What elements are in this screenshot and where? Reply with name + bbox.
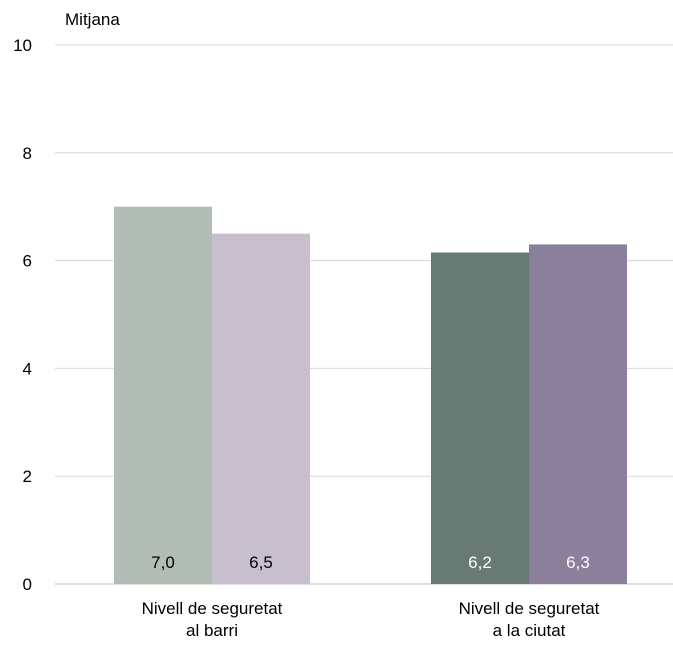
y-tick-label: 4 [23, 359, 32, 378]
bar [529, 244, 627, 584]
bar-value-label: 6,3 [566, 553, 590, 572]
bar-value-label: 6,2 [468, 553, 492, 572]
x-category-label: Nivell de seguretat a la ciutat [459, 599, 600, 640]
x-category-label: Nivell de seguretat al barri [142, 599, 283, 640]
bars [114, 206, 627, 584]
y-axis-title: Mitjana [65, 10, 120, 29]
y-tick-label: 8 [23, 144, 32, 163]
bar [212, 233, 310, 584]
bar [114, 206, 212, 584]
labels: 0 2 4 6 8 10 7,0 6,5 6,2 6,3 Nivell de seguretat al… [13, 36, 600, 640]
y-tick-label: 6 [23, 252, 32, 271]
bar [431, 252, 529, 584]
y-tick-label: 0 [23, 575, 32, 594]
y-tick-label: 10 [13, 36, 32, 55]
bar-value-label: 7,0 [151, 553, 175, 572]
bar-value-label: 6,5 [249, 553, 273, 572]
y-tick-label: 2 [23, 467, 32, 486]
